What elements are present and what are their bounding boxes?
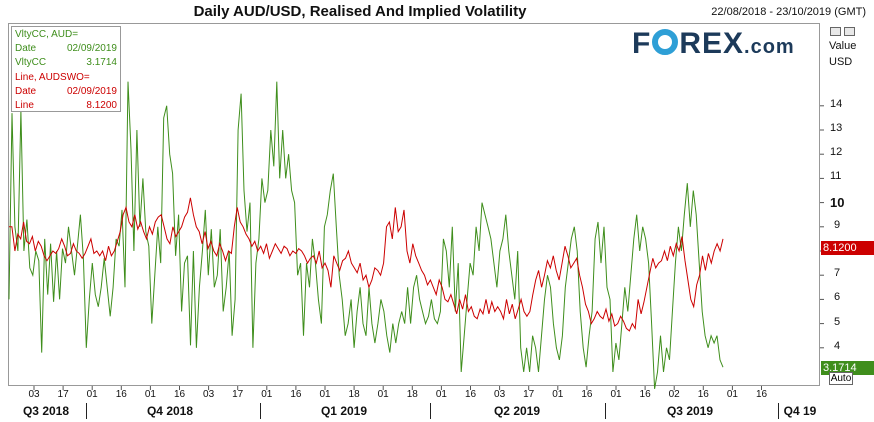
tick-marks [33,105,824,390]
y-tick-label: 12 [830,146,843,159]
x-tick-label: 03 [28,389,40,400]
chart-title: Daily AUD/USD, Realised And Implied Vola… [193,3,527,20]
y-tick-label: 14 [830,97,843,110]
x-tick-label: 01 [610,389,622,400]
x-tick-label: 01 [435,389,447,400]
quarter-separator [605,403,606,419]
legend-key: Date [15,85,37,97]
x-tick-label: 01 [261,389,273,400]
series-line-realised-volatility [8,81,724,389]
quarter-label: Q3 2018 [22,404,70,418]
x-tick-label: 16 [173,389,186,400]
x-tick-label: 16 [755,389,768,400]
legend-row: Line, AUDSWO= [15,71,117,85]
quarter-label: Q4 2018 [146,404,194,418]
quarter-label: Q2 2019 [493,404,541,418]
x-tick-label: 01 [144,389,156,400]
legend-row: Date 02/09/2019 [15,85,117,99]
x-tick-label: 17 [57,389,69,400]
maximize-icon[interactable] [844,27,855,36]
y-tick-label: 5 [834,315,841,328]
auto-scale-button[interactable]: Auto [829,372,853,385]
quarter-separator [778,403,779,419]
x-tick-label: 16 [115,389,127,400]
legend-row: VltyCC 3.1714 [15,56,117,70]
legend-row: Date 02/09/2019 [15,42,117,56]
x-tick-label: 17 [232,389,244,400]
quarter-label: Q4 19 [783,404,817,418]
x-tick-label: 01 [726,389,738,400]
y-tick-label: 4 [834,339,841,352]
y-tick-label: 11 [830,170,842,183]
x-tick-label: 01 [377,389,389,400]
legend-key: Date [15,43,37,55]
x-tick-label: 16 [464,389,477,400]
axis-value-label: Value [829,40,857,52]
legend-key: VltyCC, AUD= [15,29,79,40]
x-tick-label: 03 [203,389,215,400]
quarter-separator [260,403,261,419]
legend-value: 8.1200 [86,100,117,112]
legend-key: Line, AUDSWO= [15,71,90,83]
y-tick-label: 6 [834,291,841,304]
plot-area[interactable] [8,23,820,386]
x-tick-label: 02 [668,389,680,400]
legend-row: Line 8.1200 [15,99,117,113]
window-controls[interactable] [830,27,855,36]
x-tick-label: 16 [290,389,302,400]
x-tick-label: 18 [348,389,360,400]
quarter-label: Q3 2019 [666,404,714,418]
logo-letter-f: F [632,27,652,60]
legend-value: 3.1714 [86,57,117,69]
quarter-label: Q1 2019 [320,404,368,418]
y-tick-label: 9 [834,218,841,231]
axis-unit-label: USD [829,56,853,68]
brand-logo: F REX.com [632,27,795,61]
logo-suffix: .com [744,36,795,58]
x-tick-label: 17 [523,389,535,400]
series-layer [8,81,724,389]
legend-value: 02/09/2019 [66,43,117,55]
legend-row: VltyCC, AUD= [15,28,117,42]
x-tick-label: 16 [581,389,593,400]
x-tick-label: 16 [639,389,651,400]
last-value-tag-green: 3.1714 [821,360,874,375]
quarter-separator [430,403,431,419]
legend-key: VltyCC [15,57,47,69]
x-tick-label: 16 [697,389,709,400]
x-tick-label: 18 [406,389,418,400]
logo-ring-icon [652,29,679,55]
x-tick-label: 01 [86,389,98,400]
x-tick-label: 03 [494,389,506,400]
y-tick-label: 7 [834,267,841,280]
x-tick-label: 01 [552,389,564,400]
date-range: 22/08/2018 - 23/10/2019 (GMT) [711,6,866,18]
y-tick-label: 13 [830,122,843,134]
logo-letters-rex: REX [679,27,745,60]
legend: VltyCC, AUD= Date 02/09/2019 VltyCC 3.1714 Li… [11,26,121,112]
quarter-separator [86,403,87,419]
legend-key: Line [15,100,34,112]
x-tick-label: 01 [319,389,331,400]
series-line-implied-volatility [9,197,724,332]
legend-value: 02/09/2019 [66,85,117,97]
restore-icon[interactable] [830,27,841,36]
last-value-tag-red: 8.1200 [821,241,874,256]
y-tick-label: 10 [830,194,845,210]
